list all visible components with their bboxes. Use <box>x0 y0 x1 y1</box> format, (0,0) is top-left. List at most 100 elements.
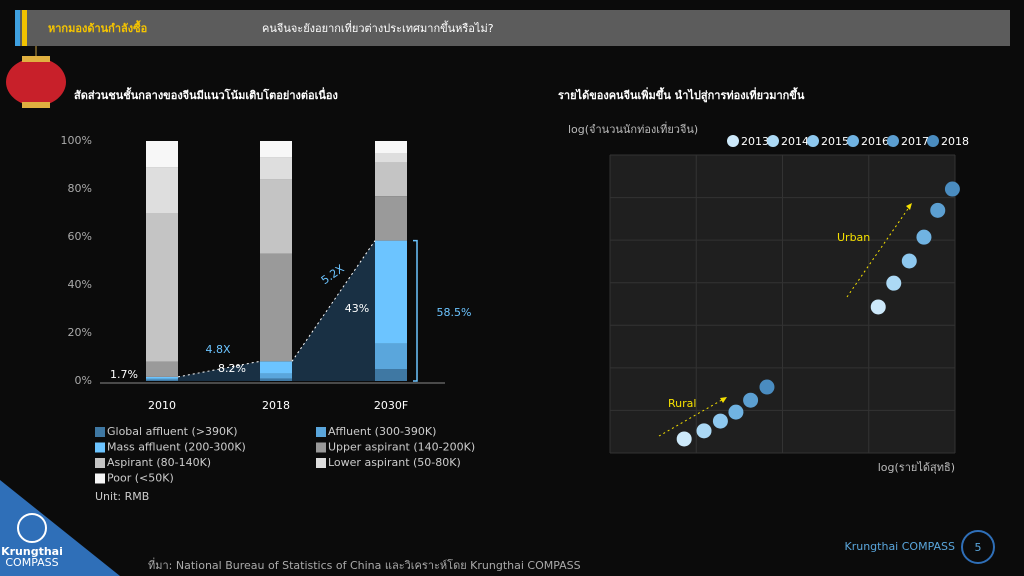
header-accent <box>15 10 20 46</box>
legend-label: Affluent (300-390K) <box>328 425 436 438</box>
lantern <box>6 46 66 108</box>
bar-segment <box>260 378 292 381</box>
y-tick-label: 100% <box>61 134 92 147</box>
logo-corner <box>0 480 120 576</box>
point <box>712 413 728 429</box>
bar-segment <box>146 378 178 380</box>
growth-arrow <box>177 360 261 378</box>
x-tick-label: 2010 <box>148 399 176 412</box>
arrowhead <box>906 203 912 210</box>
annotation: 43% <box>345 302 369 315</box>
legend-label: 2013 <box>741 135 769 148</box>
legend-label: 2016 <box>861 135 889 148</box>
lantern-cap <box>22 102 50 108</box>
annotation: 4.8X <box>205 343 230 356</box>
bar-segment <box>375 162 407 197</box>
point <box>870 299 886 315</box>
growth-wedge <box>292 240 375 381</box>
annotation: 8.2% <box>218 362 246 375</box>
bar-segment <box>260 179 292 254</box>
bar-segment <box>375 343 407 369</box>
trend-arrow <box>846 202 913 298</box>
bar-segment <box>260 361 292 374</box>
legend-label: Lower aspirant (50-80K) <box>328 456 461 469</box>
growth-wedge <box>178 361 260 381</box>
right-chart-title: รายได้ของคนจีนเพิ่มขึ้น นำไปสู่การท่องเท… <box>558 87 805 103</box>
bar-segment <box>260 157 292 180</box>
page-circle <box>961 530 995 564</box>
page-number: 5 <box>975 541 982 554</box>
legend-label: 2017 <box>901 135 929 148</box>
point <box>743 392 759 408</box>
bar-segment <box>146 213 178 362</box>
legend-label: Global affluent (>390K) <box>107 425 238 438</box>
point <box>728 404 744 420</box>
arrowhead <box>720 397 727 403</box>
logo-sub: COMPASS <box>5 556 58 569</box>
annotation: 1.7% <box>110 368 138 381</box>
point <box>930 202 946 218</box>
x-tick-label: 2030F <box>374 399 408 412</box>
source: ที่มา: National Bureau of Statistics of … <box>148 557 581 572</box>
lantern-body <box>6 58 66 106</box>
legend-label: 2015 <box>821 135 849 148</box>
legend-swatch <box>316 458 326 468</box>
bar-segment <box>146 361 178 377</box>
logo-emblem <box>17 513 47 543</box>
bar-segment <box>146 141 178 168</box>
unit-note: Unit: RMB <box>95 490 149 503</box>
left-chart-title: สัดส่วนชนชั้นกลางของจีนมีแนวโน้มเติบโตอย… <box>74 87 338 102</box>
legend-swatch <box>95 473 105 484</box>
bracket <box>413 239 418 382</box>
footer-brand: Krungthai COMPASS <box>845 540 956 553</box>
bar-segment <box>375 141 407 153</box>
x-axis-label: log(รายได้สุทธิ) <box>878 461 955 474</box>
y-tick-label: 20% <box>68 326 92 339</box>
legend-label: Mass affluent (200-300K) <box>107 441 246 454</box>
annotation: 58.5% <box>437 306 472 319</box>
bar-segment <box>375 153 407 163</box>
bar-segment <box>146 167 178 213</box>
y-axis-label: log(จำนวนนักท่องเที่ยวจีน) <box>568 121 698 136</box>
trend-arrow <box>658 396 728 437</box>
header-accent <box>22 10 27 46</box>
bar-segment <box>260 141 292 158</box>
legend-marker <box>927 135 939 147</box>
lantern-cap <box>22 56 50 62</box>
point <box>901 253 917 269</box>
point <box>944 181 960 197</box>
y-tick-label: 80% <box>68 182 92 195</box>
annotation: Urban <box>837 231 870 244</box>
legend-label: Upper aspirant (140-200K) <box>328 441 475 454</box>
bar-segment <box>146 379 178 381</box>
annotation: Rural <box>668 397 696 410</box>
legend-swatch <box>95 442 105 453</box>
legend-marker <box>887 135 899 147</box>
bar-segment <box>375 196 407 241</box>
legend-marker <box>847 135 859 147</box>
bar-segment <box>375 369 407 381</box>
title-rest: คนจีนจะยังอยากเที่ยวต่างประเทศมากขึ้นหรื… <box>262 20 494 35</box>
legend-marker <box>767 135 779 147</box>
bar-segment <box>375 240 407 344</box>
header-bar <box>15 10 1010 46</box>
y-tick-label: 0% <box>75 374 92 387</box>
legend-swatch <box>316 442 326 453</box>
point <box>886 275 902 291</box>
x-tick-label: 2018 <box>262 399 290 412</box>
legend-marker <box>807 135 819 147</box>
bar-segment <box>260 253 292 362</box>
point <box>696 423 712 439</box>
point <box>676 431 692 447</box>
bar-segment <box>260 373 292 379</box>
legend-label: Poor (<50K) <box>107 472 174 485</box>
point <box>759 379 775 395</box>
legend-label: Aspirant (80-140K) <box>107 456 211 469</box>
legend-swatch <box>95 427 105 437</box>
bar-segment <box>146 376 178 379</box>
legend-label: 2014 <box>781 135 809 148</box>
legend-label: 2018 <box>941 135 969 148</box>
legend-swatch <box>95 458 105 468</box>
